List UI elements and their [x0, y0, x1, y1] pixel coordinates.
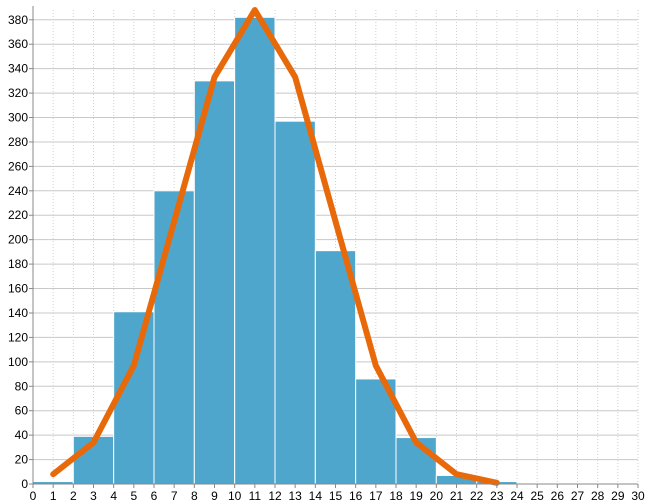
histogram-bar — [153, 190, 195, 485]
y-tick-label: 40 — [15, 428, 29, 442]
x-tick-label: 2 — [70, 489, 77, 503]
x-tick-label: 24 — [510, 489, 524, 503]
x-tick-label: 3 — [90, 489, 97, 503]
axes — [29, 6, 639, 488]
y-tick-label: 260 — [8, 159, 28, 173]
x-tick-label: 8 — [191, 489, 198, 503]
bars — [32, 16, 518, 485]
x-tick-label: 22 — [470, 489, 484, 503]
y-tick-label: 340 — [8, 62, 28, 76]
x-tick-labels: 0 1 2 3 4 5 6 7 8 9 10 11 12 13 14 15 16 17 18 19 20 21 22 23 24… — [30, 489, 645, 503]
y-tick-label: 120 — [8, 330, 28, 344]
x-tick-label: 5 — [130, 489, 137, 503]
x-tick-label: 18 — [389, 489, 403, 503]
y-tick-label: 320 — [8, 86, 28, 100]
x-tick-label: 9 — [211, 489, 218, 503]
x-tick-label: 30 — [631, 489, 645, 503]
y-tick-label: 220 — [8, 208, 28, 222]
y-tick-label: 360 — [8, 37, 28, 51]
x-tick-label: 19 — [409, 489, 423, 503]
x-tick-label: 21 — [450, 489, 464, 503]
histogram-bar — [234, 16, 276, 485]
density-curve — [50, 7, 500, 486]
x-tick-label: 27 — [571, 489, 585, 503]
x-tick-label: 7 — [171, 489, 178, 503]
y-tick-label: 80 — [15, 379, 29, 393]
y-tick-label: 100 — [8, 355, 28, 369]
x-tick-label: 14 — [309, 489, 323, 503]
y-tick-label: 0 — [21, 477, 28, 491]
x-tick-label: 11 — [249, 489, 262, 503]
histogram-bar — [113, 311, 155, 485]
x-tick-label: 13 — [288, 489, 302, 503]
x-tick-label: 4 — [110, 489, 117, 503]
curve-layer — [50, 7, 500, 486]
x-tick-label: 12 — [268, 489, 282, 503]
y-tick-label: 160 — [8, 282, 28, 296]
x-tick-label: 15 — [329, 489, 343, 503]
y-tick-label: 380 — [8, 13, 28, 27]
y-tick-label: 140 — [8, 306, 28, 320]
x-tick-label: 29 — [611, 489, 625, 503]
x-tick-label: 23 — [490, 489, 504, 503]
y-tick-label: 280 — [8, 135, 28, 149]
x-tick-label: 10 — [228, 489, 242, 503]
histogram-bar — [314, 250, 357, 485]
x-tick-label: 25 — [530, 489, 544, 503]
y-tick-label: 180 — [8, 257, 28, 271]
histogram-bar — [274, 120, 316, 485]
x-tick-label: 0 — [30, 489, 37, 503]
x-tick-label: 1 — [50, 489, 57, 503]
y-tick-label: 60 — [15, 404, 29, 418]
y-tick-label: 20 — [15, 453, 29, 467]
y-tick-label: 200 — [8, 233, 28, 247]
x-tick-label: 28 — [591, 489, 605, 503]
y-tick-labels: 0 20 40 60 80 100 120 140 160 180 200 220 240 260 280 3… — [8, 13, 28, 491]
x-tick-label: 17 — [369, 489, 383, 503]
histogram-bar — [193, 80, 236, 485]
x-tick-label: 6 — [151, 489, 158, 503]
x-tick-label: 26 — [551, 489, 565, 503]
x-tick-label: 16 — [349, 489, 363, 503]
x-tick-label: 20 — [430, 489, 444, 503]
y-tick-label: 240 — [8, 184, 28, 198]
y-tick-label: 300 — [8, 111, 28, 125]
